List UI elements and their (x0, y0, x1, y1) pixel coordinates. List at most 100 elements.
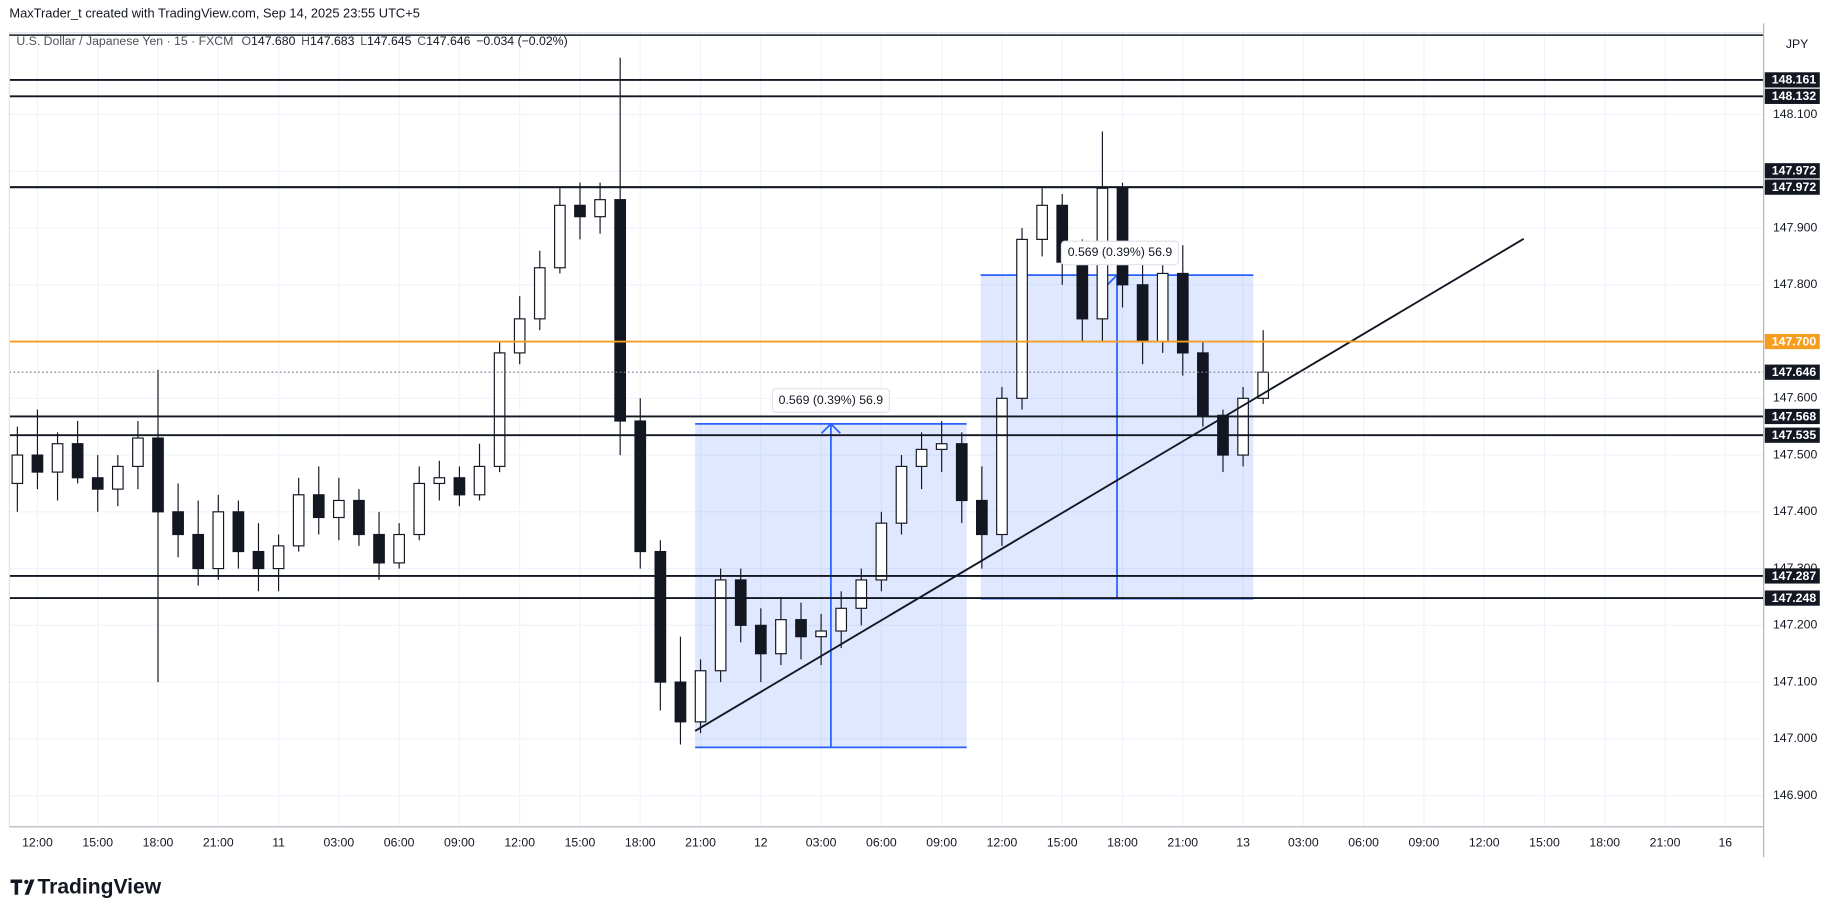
y-tick-label: 147.600 (1773, 391, 1818, 405)
candle-body (895, 465, 908, 524)
logo: TradingView (10, 875, 162, 898)
candle-body (232, 511, 245, 553)
candle-body (433, 477, 446, 485)
candle-body (353, 499, 365, 536)
price-label-bg (1764, 333, 1820, 350)
price-label-bg (1764, 88, 1820, 104)
candle-body (654, 550, 667, 683)
candle-body (1116, 187, 1129, 286)
candle-body (1136, 284, 1149, 343)
price-label-bg (1764, 568, 1820, 584)
symbol-legend: U.S. Dollar / Japanese Yen · 15 · FXCM O… (16, 34, 567, 48)
price-label: 147.535 (1772, 428, 1817, 442)
x-tick-label: 18:00 (625, 835, 656, 849)
y-tick-label: 147.000 (1773, 731, 1818, 745)
candle-body (533, 267, 546, 320)
candle-body (272, 545, 285, 570)
candle-body (795, 619, 807, 638)
y-tick-label: 146.900 (1773, 788, 1818, 802)
currency: JPY (1786, 37, 1809, 51)
x-tick-label: 12:00 (1469, 835, 1500, 849)
price-label-bg (1764, 590, 1820, 606)
x-tick-label: 03:00 (1288, 835, 1319, 849)
x-tick-label: 15:00 (565, 835, 596, 849)
x-tick-label: 18:00 (1107, 835, 1138, 849)
low-tag: L (360, 34, 367, 48)
price-label: 147.972 (1772, 180, 1817, 194)
measure-label: 0.569 (0.39%) 56.9 (779, 393, 884, 407)
candle-body (252, 550, 265, 570)
candle-body (212, 511, 225, 570)
x-tick-label: 21:00 (685, 835, 716, 849)
price-label-bg (1764, 364, 1820, 380)
x-tick-label: 15:00 (1047, 835, 1078, 849)
x-tick-label: 12:00 (22, 835, 53, 849)
close-tag: C (417, 34, 426, 48)
candle-body (393, 533, 405, 564)
attribution: MaxTrader_t created with TradingView.com… (9, 5, 420, 20)
x-tick-label: 12 (754, 835, 768, 849)
x-tick-label: 21:00 (203, 835, 234, 849)
close: 147.646 (426, 34, 471, 48)
change: −0.034 (−0.02%) (476, 34, 567, 48)
candle-body (192, 533, 205, 570)
candle-body (1237, 397, 1249, 456)
price-label: 148.161 (1772, 73, 1817, 87)
candle-body (493, 352, 506, 468)
candle-body (373, 533, 385, 564)
x-tick-label: 15:00 (1529, 835, 1560, 849)
candle-body (513, 318, 526, 354)
candles (11, 57, 1270, 745)
candle-body (815, 630, 827, 638)
candle-body (11, 454, 24, 485)
x-tick-label: 15:00 (82, 835, 113, 849)
x-tick-label: 18:00 (1589, 835, 1620, 849)
candle-body (152, 437, 164, 513)
x-tick-label: 09:00 (1409, 835, 1440, 849)
trendline (694, 238, 1525, 732)
candle-body (976, 499, 988, 536)
candle-body (574, 204, 586, 218)
price-label-bg (1764, 408, 1820, 425)
candle-body (915, 448, 928, 468)
candle-body (955, 443, 968, 502)
candle-body (312, 494, 325, 519)
x-tick-label: 12:00 (504, 835, 535, 849)
price-label: 147.248 (1772, 591, 1817, 605)
x-tick-label: 11 (272, 835, 285, 849)
candle-body (754, 624, 767, 655)
candle-body (714, 579, 727, 672)
candle-body (1016, 238, 1028, 399)
x-tick-label: 21:00 (1167, 835, 1198, 849)
candle-body (31, 454, 44, 473)
x-tick-label: 18:00 (143, 835, 174, 849)
axes: 146.900147.000147.100147.200147.300147.4… (22, 72, 1820, 849)
y-tick-label: 147.900 (1773, 220, 1818, 234)
candle-body (1036, 204, 1048, 240)
y-tick-label: 148.100 (1773, 107, 1818, 121)
price-label-bg (1764, 72, 1820, 88)
y-tick-label: 147.500 (1773, 447, 1818, 461)
price-label: 147.646 (1772, 365, 1817, 379)
y-tick-label: 147.100 (1773, 674, 1818, 688)
price-label-bg (1764, 427, 1820, 443)
measure-label: 0.569 (0.39%) 56.9 (1068, 245, 1173, 259)
candle-body (1176, 272, 1189, 354)
logo-text: TradingView (37, 875, 161, 898)
candle-body (835, 607, 848, 632)
x-tick-label: 03:00 (806, 835, 837, 849)
high-tag: H (301, 34, 310, 48)
candle-body (996, 397, 1008, 536)
candle-body (132, 437, 144, 468)
x-tick-label: 06:00 (384, 835, 415, 849)
candle-body (71, 443, 84, 479)
x-tick-label: 09:00 (926, 835, 957, 849)
candle-body (674, 681, 687, 723)
price-label-bg (1764, 163, 1820, 179)
candle-body (775, 619, 787, 655)
candle-body (694, 670, 707, 723)
candle-body (333, 499, 345, 519)
candle-body (734, 579, 747, 626)
